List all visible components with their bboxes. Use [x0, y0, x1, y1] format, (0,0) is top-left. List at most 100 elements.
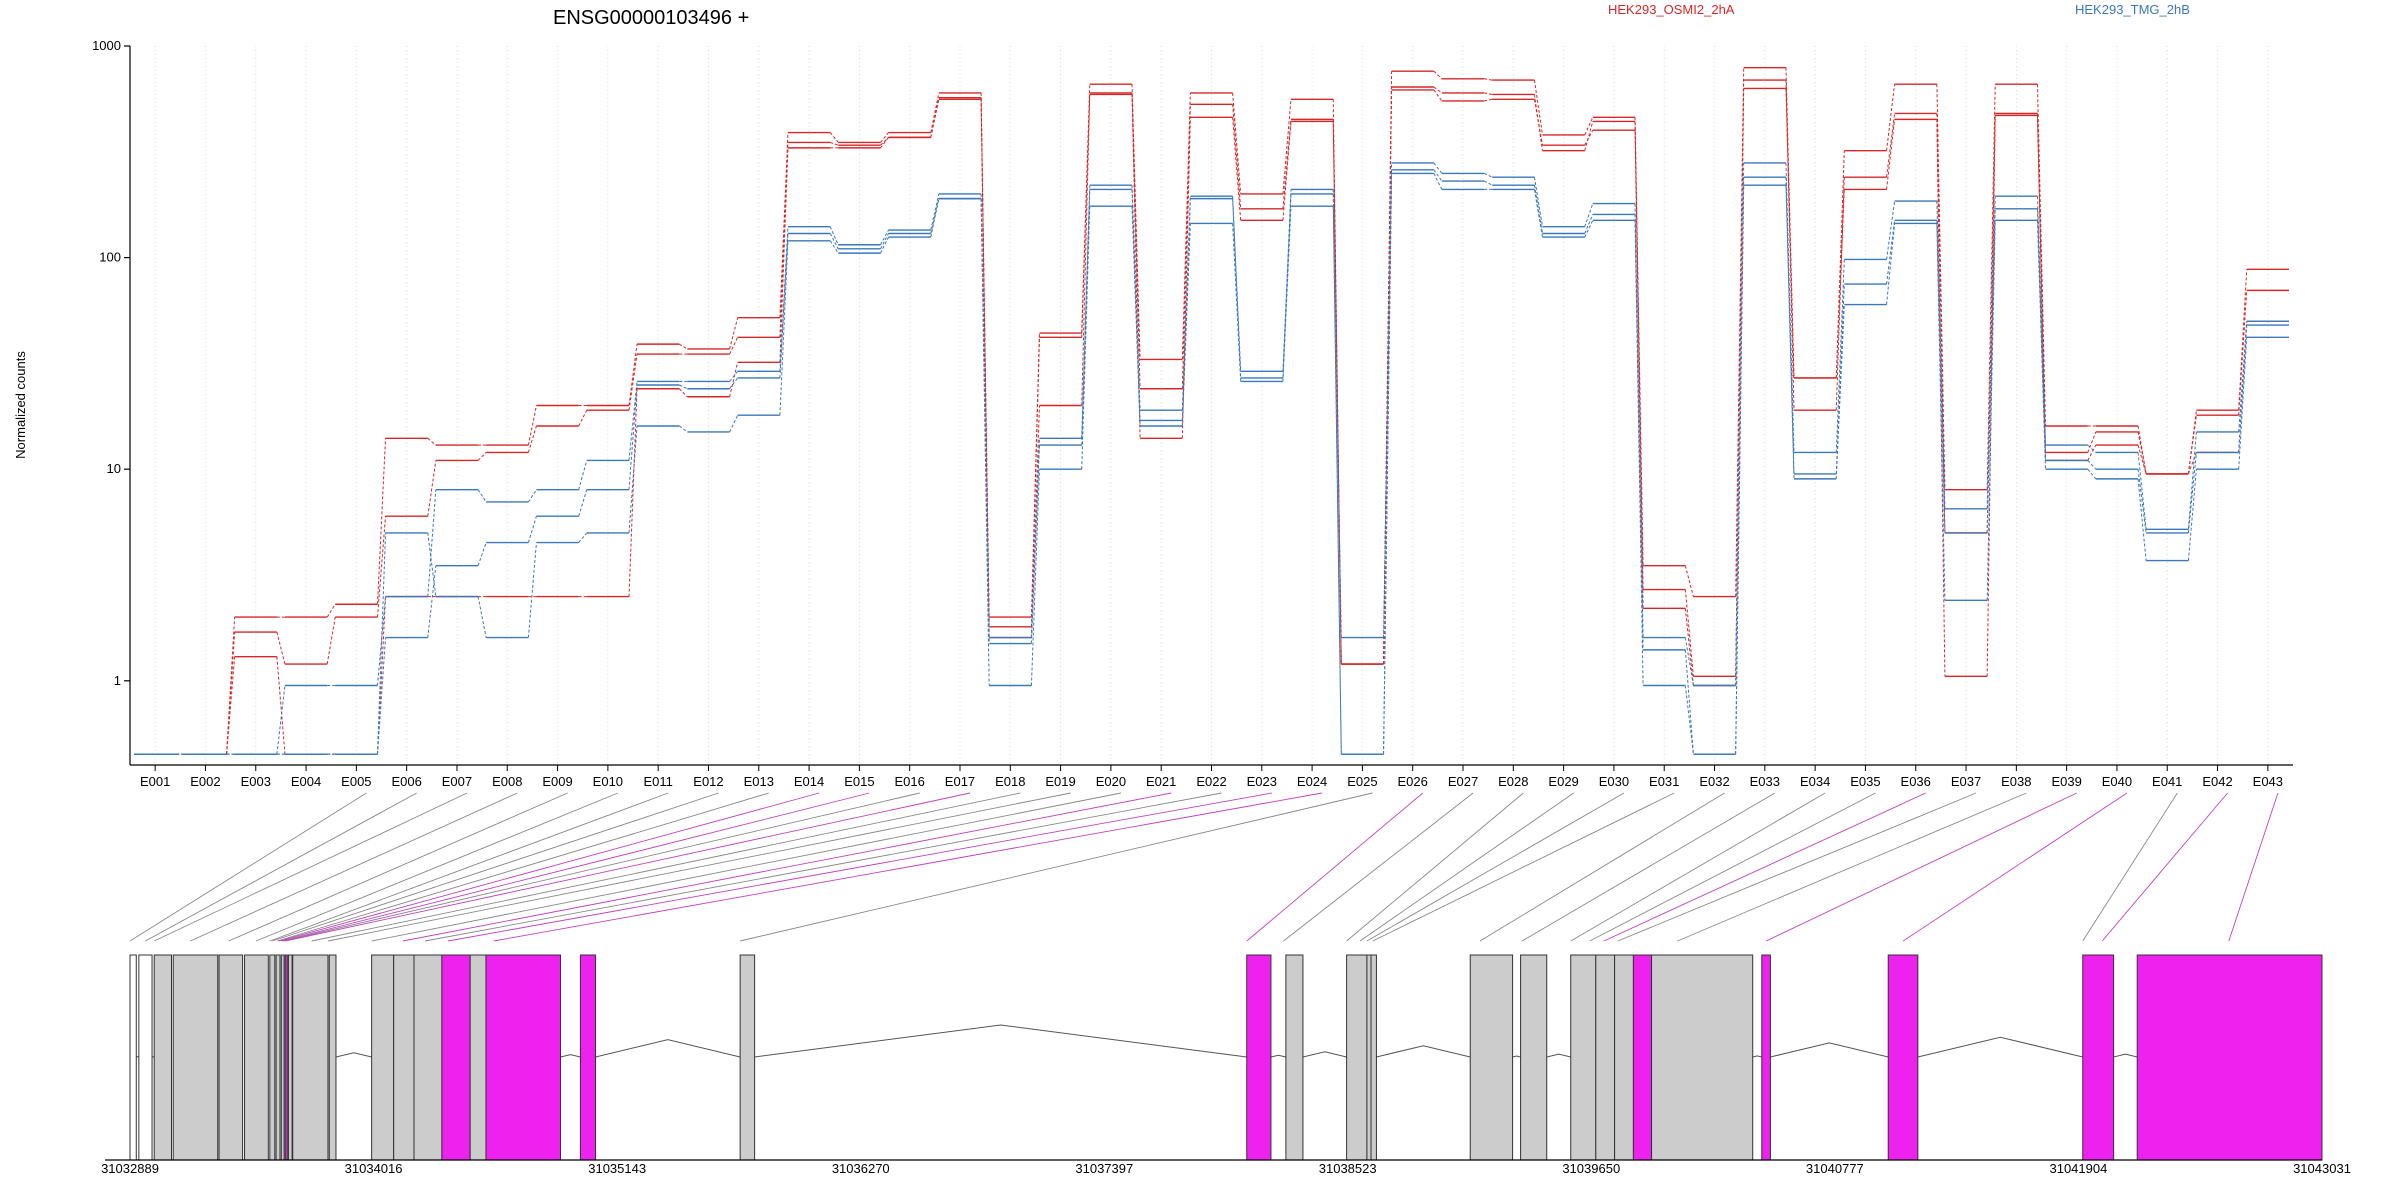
series-connector [1483, 172, 1493, 178]
series-connector [880, 229, 889, 245]
exon-link [190, 792, 518, 942]
exon-link-lines [129, 792, 2279, 942]
intron-line [1917, 1036, 2083, 1058]
series-connector [880, 132, 889, 143]
exon-box [129, 954, 137, 1161]
exon-link [1283, 792, 1474, 942]
exon-link [145, 792, 417, 942]
series-connector [427, 437, 437, 446]
exon-link [424, 792, 1222, 942]
exon-box [275, 954, 281, 1161]
exon-axis: E001 E002 E003 E004 E005 E006 E007 E008 E009 E010… [130, 764, 2293, 789]
series-connector [628, 344, 638, 406]
series-connector [1936, 223, 1946, 601]
series-connector [2036, 196, 2047, 446]
exon-tick-label: E038 [2001, 774, 2031, 789]
exon-tick-label: E043 [2253, 774, 2283, 789]
series-connector [427, 460, 437, 517]
exon-tick-label: E028 [1498, 774, 1528, 789]
exon-box [1285, 954, 1304, 1161]
series-connector [1030, 337, 1040, 627]
exon-tick-label: E001 [140, 774, 170, 789]
intron-line [1770, 1042, 1889, 1058]
series-connector [1533, 177, 1543, 227]
series-connector [1181, 117, 1191, 439]
series-connector [628, 425, 638, 533]
series-connector [1936, 220, 1946, 533]
series-connector [2187, 452, 2197, 533]
series-connector [1785, 162, 1795, 453]
series-connector [880, 137, 889, 146]
intron-line [754, 1024, 1247, 1058]
exon-tick-label: E003 [241, 774, 271, 789]
intron-line [1512, 1055, 1521, 1058]
series-connector [829, 240, 839, 254]
series-connector [930, 99, 940, 138]
series-connector [2137, 469, 2147, 533]
series-connector [1986, 115, 1996, 677]
exon-box [328, 954, 337, 1161]
series-connector [1584, 203, 1594, 227]
intron-line [335, 1052, 372, 1058]
exon-box [739, 954, 756, 1161]
exon-link [129, 792, 367, 942]
genomic-coordinate-axis: 31032889 31034016 31035143 31036270 31037397… [101, 1159, 2351, 1176]
series-connector [1030, 469, 1040, 686]
exon-tick-label: E024 [1297, 774, 1327, 789]
series-connector [276, 685, 286, 755]
exon-link [1902, 792, 2128, 942]
exon-link [277, 792, 769, 942]
exon-link [1521, 792, 1776, 942]
series-connector [578, 532, 588, 543]
exon-tick-label: E004 [291, 774, 321, 789]
series-connector [1181, 223, 1191, 427]
series-connector [2137, 431, 2147, 475]
exon-link [272, 792, 719, 942]
series-connector [679, 384, 688, 390]
series-connector [477, 596, 487, 638]
exon-link [311, 792, 1021, 942]
y-tick-label: 1000 [92, 38, 121, 53]
series-connector [1886, 119, 1896, 190]
coord-tick-label: 31034016 [345, 1161, 403, 1176]
series-connector [1584, 220, 1594, 238]
series-connector [1433, 89, 1443, 102]
series-connector [578, 460, 588, 490]
exon-link [740, 792, 1373, 942]
series-connector [1533, 99, 1543, 146]
series-connector [1081, 92, 1091, 338]
series-connector [2087, 444, 2097, 453]
exon-tick-label: E009 [542, 774, 572, 789]
series-connector [930, 193, 940, 231]
exon-box [1520, 954, 1548, 1161]
series-connector [779, 233, 789, 378]
series-connector [1484, 78, 1493, 81]
series-connector [2238, 325, 2248, 453]
series-connector [1484, 92, 1493, 95]
exon-tick-label: E010 [593, 774, 623, 789]
intron-line [1270, 1054, 1286, 1058]
exon-tick-label: E015 [844, 774, 874, 789]
exon-link [1617, 792, 1977, 942]
exon-link [2101, 792, 2228, 942]
series-connector [679, 343, 688, 350]
series-connector [2137, 425, 2147, 474]
series-connector [2187, 469, 2197, 561]
series-connector [527, 405, 537, 446]
series-connector [477, 452, 487, 461]
y-tick-label: 10 [107, 461, 121, 476]
series-connector [1232, 223, 1242, 382]
series-connector [729, 414, 739, 433]
legend-entry-tmg: HEK293_TMG_2hB [2075, 2, 2190, 17]
exon-tick-label: E020 [1096, 774, 1126, 789]
series-connector [1684, 637, 1694, 686]
series-connector [1986, 220, 1996, 601]
exon-tick-label: E017 [945, 774, 975, 789]
series-connector [477, 542, 487, 566]
exon-box [1887, 954, 1919, 1161]
series-connector [1584, 121, 1594, 151]
exon-link [281, 792, 870, 942]
series-connector [829, 233, 839, 250]
exon-tick-label: E007 [442, 774, 472, 789]
exon-tick-label: E002 [190, 774, 220, 789]
